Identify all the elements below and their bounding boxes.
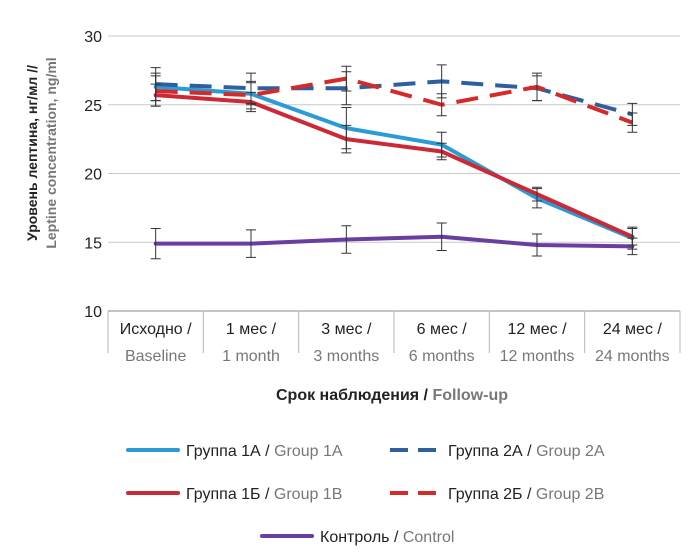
y-axis-label-en: Leptine concentration, ng/ml	[43, 57, 59, 248]
series-line-group-2b	[155, 76, 634, 125]
error-bar	[627, 112, 638, 133]
x-tick-label-en: 24 months	[595, 348, 670, 365]
error-bar	[246, 229, 256, 258]
legend-label: Группа 1Б / Group 1B	[186, 486, 342, 503]
x-tick-label-en: 3 months	[313, 348, 379, 365]
series-line-group-1b	[153, 93, 635, 239]
series-layer	[153, 76, 635, 249]
x-tick-label-en: 1 month	[222, 348, 280, 365]
legend-label: Группа 2А / Group 2A	[448, 443, 605, 460]
x-tick-label: 1 мес /	[226, 321, 277, 338]
y-axis-label-ru: Уровень лептина, нг/мл //	[24, 65, 40, 241]
legend-item: Контроль / Control	[260, 529, 454, 546]
x-tick-label-en: 12 months	[500, 348, 575, 365]
error-bar	[532, 233, 542, 257]
x-tick-label: 24 мес /	[603, 321, 663, 338]
error-bar	[532, 72, 542, 102]
legend-item: Группа 2А / Group 2A	[390, 443, 605, 460]
x-axis-label: Срок наблюдения / Follow-up	[276, 387, 508, 404]
y-tick-label: 10	[84, 304, 102, 321]
series-line-group-2a	[155, 79, 633, 117]
error-bar	[436, 142, 447, 161]
error-bar	[627, 237, 638, 256]
x-axis-label-en: Follow-up	[432, 387, 508, 404]
x-tick-label-en: Baseline	[125, 348, 186, 365]
x-tick-label-en: 6 months	[409, 348, 475, 365]
x-tick-label: Исходно /	[120, 321, 192, 338]
legend-item: Группа 2Б / Group 2B	[390, 486, 604, 503]
legend-label: Группа 1А / Group 1A	[186, 443, 343, 460]
legend: Группа 1А / Group 1A Группа 2А / Group 2A…	[126, 443, 605, 546]
legend-item: Группа 1Б / Group 1B	[126, 486, 342, 503]
x-tick-label: 3 мес /	[321, 321, 372, 338]
y-tick-label: 25	[84, 98, 102, 115]
error-bar	[532, 186, 542, 202]
legend-label: Контроль / Control	[320, 529, 454, 546]
series-line-control	[153, 234, 635, 249]
legend-item: Группа 1А / Group 1A	[126, 443, 343, 460]
error-bar	[341, 65, 352, 92]
y-tick-labels: 10 15 20 25 30	[84, 29, 102, 321]
y-axis-label: Уровень лептина, нг/мл //	[24, 65, 40, 241]
error-bar	[150, 75, 161, 107]
y-tick-label: 20	[84, 167, 102, 184]
legend-label: Группа 2Б / Group 2B	[448, 486, 604, 503]
y-tick-label: 30	[84, 29, 102, 46]
error-bars	[150, 64, 638, 260]
x-tick-label: 6 мес /	[417, 321, 468, 338]
x-tick-label: 12 мес /	[507, 321, 567, 338]
error-bar	[436, 222, 447, 251]
error-bar	[150, 228, 161, 260]
error-bar	[341, 225, 352, 254]
x-tick-labels: Исходно / Baseline 1 мес / 1 month 3 мес / 3 …	[120, 321, 670, 365]
error-bar	[246, 80, 256, 110]
y-tick-label: 15	[84, 235, 102, 252]
x-axis-label-ru: Срок наблюдения /	[276, 387, 429, 404]
error-bar	[341, 124, 352, 154]
error-bar	[436, 93, 447, 117]
series-line-group-1a	[153, 84, 635, 241]
